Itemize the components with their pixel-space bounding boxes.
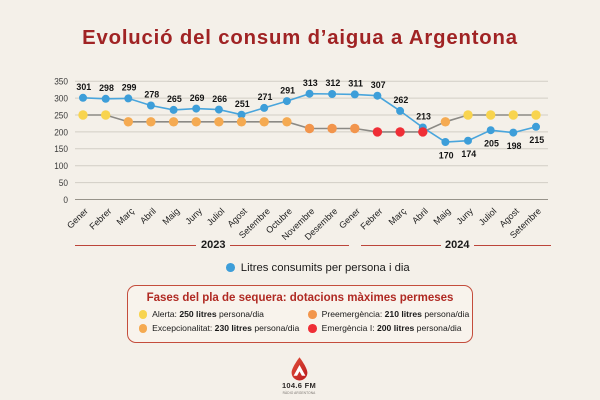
svg-text:200: 200 (54, 127, 68, 138)
svg-text:291: 291 (280, 85, 295, 96)
svg-text:350: 350 (54, 77, 68, 88)
svg-text:174: 174 (461, 149, 476, 160)
svg-text:50: 50 (59, 178, 68, 189)
svg-text:269: 269 (190, 93, 205, 104)
svg-text:205: 205 (484, 139, 499, 150)
svg-text:262: 262 (394, 95, 409, 106)
svg-text:300: 300 (54, 94, 68, 105)
svg-text:251: 251 (235, 99, 250, 110)
svg-text:198: 198 (507, 141, 522, 152)
svg-text:213: 213 (416, 112, 431, 123)
svg-text:301: 301 (76, 82, 91, 93)
svg-text:271: 271 (258, 92, 273, 103)
svg-text:170: 170 (439, 150, 454, 161)
svg-text:278: 278 (144, 90, 159, 101)
svg-text:313: 313 (303, 78, 318, 89)
svg-text:100: 100 (54, 161, 68, 172)
svg-text:299: 299 (122, 83, 137, 94)
svg-text:150: 150 (54, 144, 68, 155)
svg-text:0: 0 (63, 195, 68, 206)
svg-text:215: 215 (529, 135, 544, 146)
svg-text:266: 266 (212, 94, 227, 105)
svg-text:307: 307 (371, 80, 386, 91)
svg-text:265: 265 (167, 94, 182, 105)
svg-text:311: 311 (348, 79, 363, 90)
svg-text:250: 250 (54, 110, 68, 121)
svg-text:312: 312 (326, 78, 341, 89)
svg-text:298: 298 (99, 83, 114, 94)
